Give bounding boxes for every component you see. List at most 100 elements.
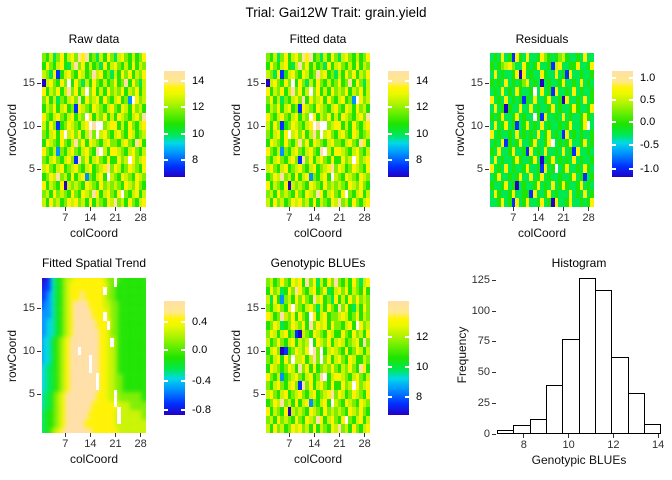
heatmap-cell	[355, 189, 360, 199]
heatmap-cell	[42, 164, 46, 173]
heatmap-cell	[326, 138, 331, 148]
heatmap-cell	[46, 428, 51, 433]
heatmap-cell	[305, 112, 310, 122]
heatmap-cell	[319, 189, 324, 199]
heatmap-cell	[291, 364, 295, 373]
heatmap-cell	[111, 392, 115, 402]
heatmap-cell	[92, 300, 96, 310]
heatmap-cell	[316, 198, 320, 207]
heatmap-cell	[536, 172, 541, 182]
heatmap-cell	[561, 189, 566, 199]
heatmap-cell	[74, 138, 78, 148]
heatmap-cell	[276, 95, 281, 105]
heatmap-cell	[70, 112, 75, 122]
heatmap-cell	[298, 321, 302, 330]
heatmap-cell	[269, 321, 274, 330]
heatmap-cell	[73, 278, 77, 283]
heatmap-cell	[344, 181, 349, 190]
heatmap-cell	[273, 286, 277, 296]
heatmap-cell	[301, 61, 306, 71]
heatmap-cell	[61, 278, 66, 283]
heatmap-cell	[50, 410, 55, 420]
heatmap-cell	[298, 381, 302, 390]
heatmap-cell	[84, 328, 89, 338]
heatmap-cell	[341, 398, 345, 408]
heatmap-cell	[145, 373, 146, 383]
heatmap-cell	[76, 278, 81, 283]
heatmap-cell	[590, 61, 594, 71]
colorbar-tick	[181, 159, 185, 162]
heatmap-cell	[73, 419, 77, 429]
heatmap-cell	[124, 147, 129, 156]
heatmap-cell	[490, 70, 494, 79]
heatmap-cell	[337, 295, 342, 304]
heatmap-cell	[536, 53, 541, 62]
heatmap-cell	[266, 95, 270, 105]
heatmap-cell	[283, 104, 288, 113]
heatmap-cell	[67, 121, 71, 130]
heatmap-cell	[550, 172, 555, 182]
heatmap-cell	[348, 321, 353, 330]
heatmap-cell	[490, 121, 494, 130]
heatmap-cell	[69, 392, 74, 402]
heatmap-cell	[352, 424, 356, 433]
heatmap-cell	[344, 70, 349, 79]
heatmap-cell	[54, 309, 58, 319]
heatmap-cell	[298, 129, 302, 139]
heatmap-cell	[137, 428, 142, 433]
heatmap-cell	[355, 355, 360, 365]
heatmap-cell	[287, 424, 292, 433]
heatmap-cell	[56, 78, 60, 88]
heatmap-cell	[330, 278, 335, 287]
heatmap-cell	[305, 407, 310, 416]
heatmap-cell	[92, 410, 96, 420]
heatmap-cell	[283, 164, 288, 173]
y-tick-label: 15	[246, 76, 259, 89]
heatmap-cell	[561, 155, 566, 165]
heatmap-cell	[126, 428, 131, 433]
heatmap-cell	[341, 372, 345, 382]
heatmap-cell	[294, 338, 299, 347]
heatmap-cell	[359, 70, 363, 79]
heatmap-cell	[583, 172, 587, 182]
x-tick	[89, 433, 91, 437]
heatmap-cell	[355, 198, 360, 207]
heatmap-cell	[305, 95, 310, 105]
heatmap-cell	[88, 155, 93, 165]
heatmap-cell	[122, 300, 127, 310]
heatmap-cell	[95, 355, 100, 365]
heatmap-cell	[124, 155, 129, 165]
heatmap-cell	[102, 138, 107, 148]
heatmap-cell	[141, 300, 146, 310]
heatmap-cell	[61, 364, 66, 374]
heatmap-cell	[341, 189, 345, 199]
heatmap-cell	[341, 407, 345, 416]
heatmap-cell	[145, 318, 146, 329]
heatmap-cell	[301, 181, 306, 190]
heatmap-cell	[130, 282, 134, 292]
heatmap-cell	[280, 181, 284, 190]
heatmap-cell	[114, 373, 119, 383]
heatmap-cell	[42, 410, 47, 420]
heatmap-cell	[103, 401, 108, 411]
heatmap-cell	[291, 78, 295, 88]
heatmap-cell	[103, 392, 108, 402]
heatmap-cell	[52, 95, 57, 105]
heatmap-cell	[84, 291, 89, 301]
heatmap-cell	[309, 138, 313, 148]
heatmap-cell	[305, 198, 310, 207]
heatmap-cell	[362, 121, 367, 130]
heatmap-cell	[355, 312, 360, 322]
heatmap-cell	[273, 78, 277, 88]
colorbar-tick	[405, 132, 409, 135]
heatmap-cell	[117, 112, 121, 122]
heatmap-cell	[323, 381, 327, 390]
heatmap-cell	[122, 364, 127, 374]
histogram-bar	[579, 278, 596, 434]
heatmap-cell	[99, 61, 103, 71]
heatmap-cell	[294, 129, 299, 139]
heatmap-cell	[319, 198, 324, 207]
heatmap-cell	[145, 309, 146, 319]
heatmap-cell	[490, 78, 494, 88]
heatmap-cell	[81, 129, 86, 139]
